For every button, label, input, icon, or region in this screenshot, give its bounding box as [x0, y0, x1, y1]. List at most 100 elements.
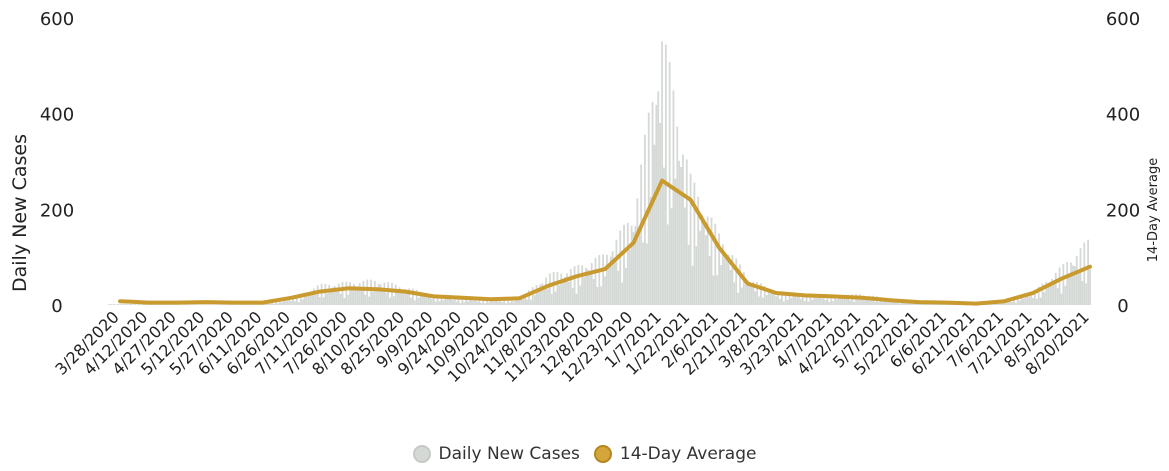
- daily-cases-bar: [1030, 293, 1032, 305]
- daily-cases-bar: [442, 299, 445, 305]
- daily-cases-bar: [436, 295, 439, 305]
- daily-cases-bar: [122, 304, 125, 305]
- daily-cases-bar: [889, 299, 892, 305]
- daily-cases-bar: [813, 295, 816, 305]
- daily-cases-bar: [701, 214, 703, 305]
- daily-cases-bar: [408, 288, 410, 305]
- x-axis-ticks: 3/28/20204/12/20204/27/20205/12/20205/27…: [51, 307, 1092, 386]
- daily-cases-bar: [478, 299, 481, 305]
- daily-cases-bar: [303, 292, 306, 305]
- daily-cases-bar: [198, 304, 201, 306]
- daily-cases-bar: [183, 304, 186, 305]
- daily-cases-bar: [417, 297, 420, 305]
- daily-cases-bar: [731, 254, 734, 305]
- daily-cases-bar: [763, 285, 766, 305]
- daily-cases-bar: [377, 283, 380, 305]
- daily-cases-bar: [164, 304, 167, 306]
- daily-cases-bar: [556, 271, 559, 305]
- daily-cases-bar: [722, 244, 724, 305]
- average-line: [118, 178, 1092, 306]
- daily-cases-bar: [501, 302, 504, 305]
- daily-cases-bar: [870, 299, 873, 305]
- daily-cases-bar: [495, 300, 498, 305]
- legend-swatch-average: [593, 445, 612, 463]
- bars-group: [107, 41, 1091, 306]
- daily-cases-bar: [313, 288, 315, 305]
- daily-cases-bar: [1068, 275, 1070, 305]
- daily-cases-bar: [841, 297, 844, 305]
- daily-cases-bar: [752, 281, 755, 305]
- daily-cases-bar: [505, 303, 507, 305]
- daily-cases-bar: [132, 304, 135, 306]
- daily-cases-bar: [398, 287, 401, 305]
- daily-cases-bar: [642, 242, 644, 305]
- daily-cases-bar: [611, 251, 614, 305]
- daily-cases-bar: [819, 296, 821, 305]
- daily-cases-bar: [206, 304, 209, 306]
- daily-cases-bar: [767, 289, 770, 305]
- daily-cases-bar: [828, 301, 831, 305]
- daily-cases-bar: [474, 299, 477, 305]
- daily-cases-bar: [773, 293, 776, 305]
- daily-cases-bar: [885, 299, 888, 305]
- daily-cases-bar: [423, 293, 426, 305]
- daily-cases-bar: [666, 224, 669, 305]
- daily-cases-bar: [520, 297, 523, 305]
- daily-cases-bar: [427, 296, 430, 305]
- daily-cases-bar: [528, 290, 530, 305]
- daily-cases-bar: [720, 265, 722, 305]
- daily-cases-bar: [1047, 285, 1050, 305]
- daily-cases-bar: [801, 294, 804, 305]
- daily-cases-bar: [373, 280, 376, 305]
- daily-cases-bar: [649, 196, 652, 305]
- daily-cases-bar: [343, 298, 346, 305]
- daily-cases-bar: [524, 294, 527, 305]
- daily-cases-bar: [919, 303, 922, 305]
- daily-cases-bar: [160, 304, 163, 306]
- daily-cases-bar: [619, 230, 622, 305]
- daily-cases-bar: [366, 279, 369, 305]
- daily-cases-bar: [240, 304, 243, 305]
- daily-cases-bar: [790, 297, 793, 305]
- daily-cases-bar: [153, 304, 156, 305]
- daily-cases-bar: [526, 299, 528, 305]
- daily-cases-bar: [1003, 301, 1006, 305]
- daily-cases-bar: [368, 296, 371, 305]
- daily-cases-bar: [664, 44, 667, 305]
- daily-cases-bar: [552, 271, 555, 305]
- daily-cases-bar: [375, 287, 378, 305]
- daily-cases-bar: [583, 277, 585, 305]
- daily-cases-bar: [140, 304, 142, 306]
- daily-cases-bar: [486, 299, 488, 305]
- daily-cases-bar: [862, 295, 865, 305]
- daily-cases-bar: [567, 281, 570, 305]
- daily-cases-bar: [1039, 297, 1042, 305]
- daily-cases-bar: [1037, 286, 1040, 305]
- daily-cases-bar: [413, 300, 416, 305]
- daily-cases-bar: [750, 285, 753, 305]
- daily-cases-bar: [391, 282, 393, 305]
- daily-cases-bar: [636, 198, 639, 305]
- daily-cases-bar: [1001, 301, 1004, 305]
- daily-cases-bar: [990, 303, 992, 305]
- daily-cases-bar: [898, 303, 901, 305]
- daily-cases-bar: [1005, 300, 1008, 305]
- daily-cases-bar: [326, 293, 329, 305]
- daily-cases-bar: [655, 104, 658, 305]
- daily-cases-bar: [389, 297, 391, 305]
- daily-cases-bar: [638, 228, 641, 305]
- daily-cases-bar: [392, 296, 395, 305]
- daily-cases-bar: [459, 303, 462, 305]
- daily-cases-bar: [1066, 261, 1069, 305]
- daily-cases-bar: [113, 303, 116, 305]
- daily-cases-bar: [737, 292, 740, 305]
- daily-cases-bar: [1018, 300, 1021, 305]
- daily-cases-bar: [438, 301, 441, 305]
- daily-cases-bar: [1020, 295, 1023, 305]
- daily-cases-bar: [294, 301, 296, 305]
- daily-cases-bar: [539, 284, 542, 305]
- daily-cases-bar: [480, 302, 483, 305]
- daily-cases-bar: [579, 285, 582, 305]
- daily-cases-bar: [231, 304, 234, 306]
